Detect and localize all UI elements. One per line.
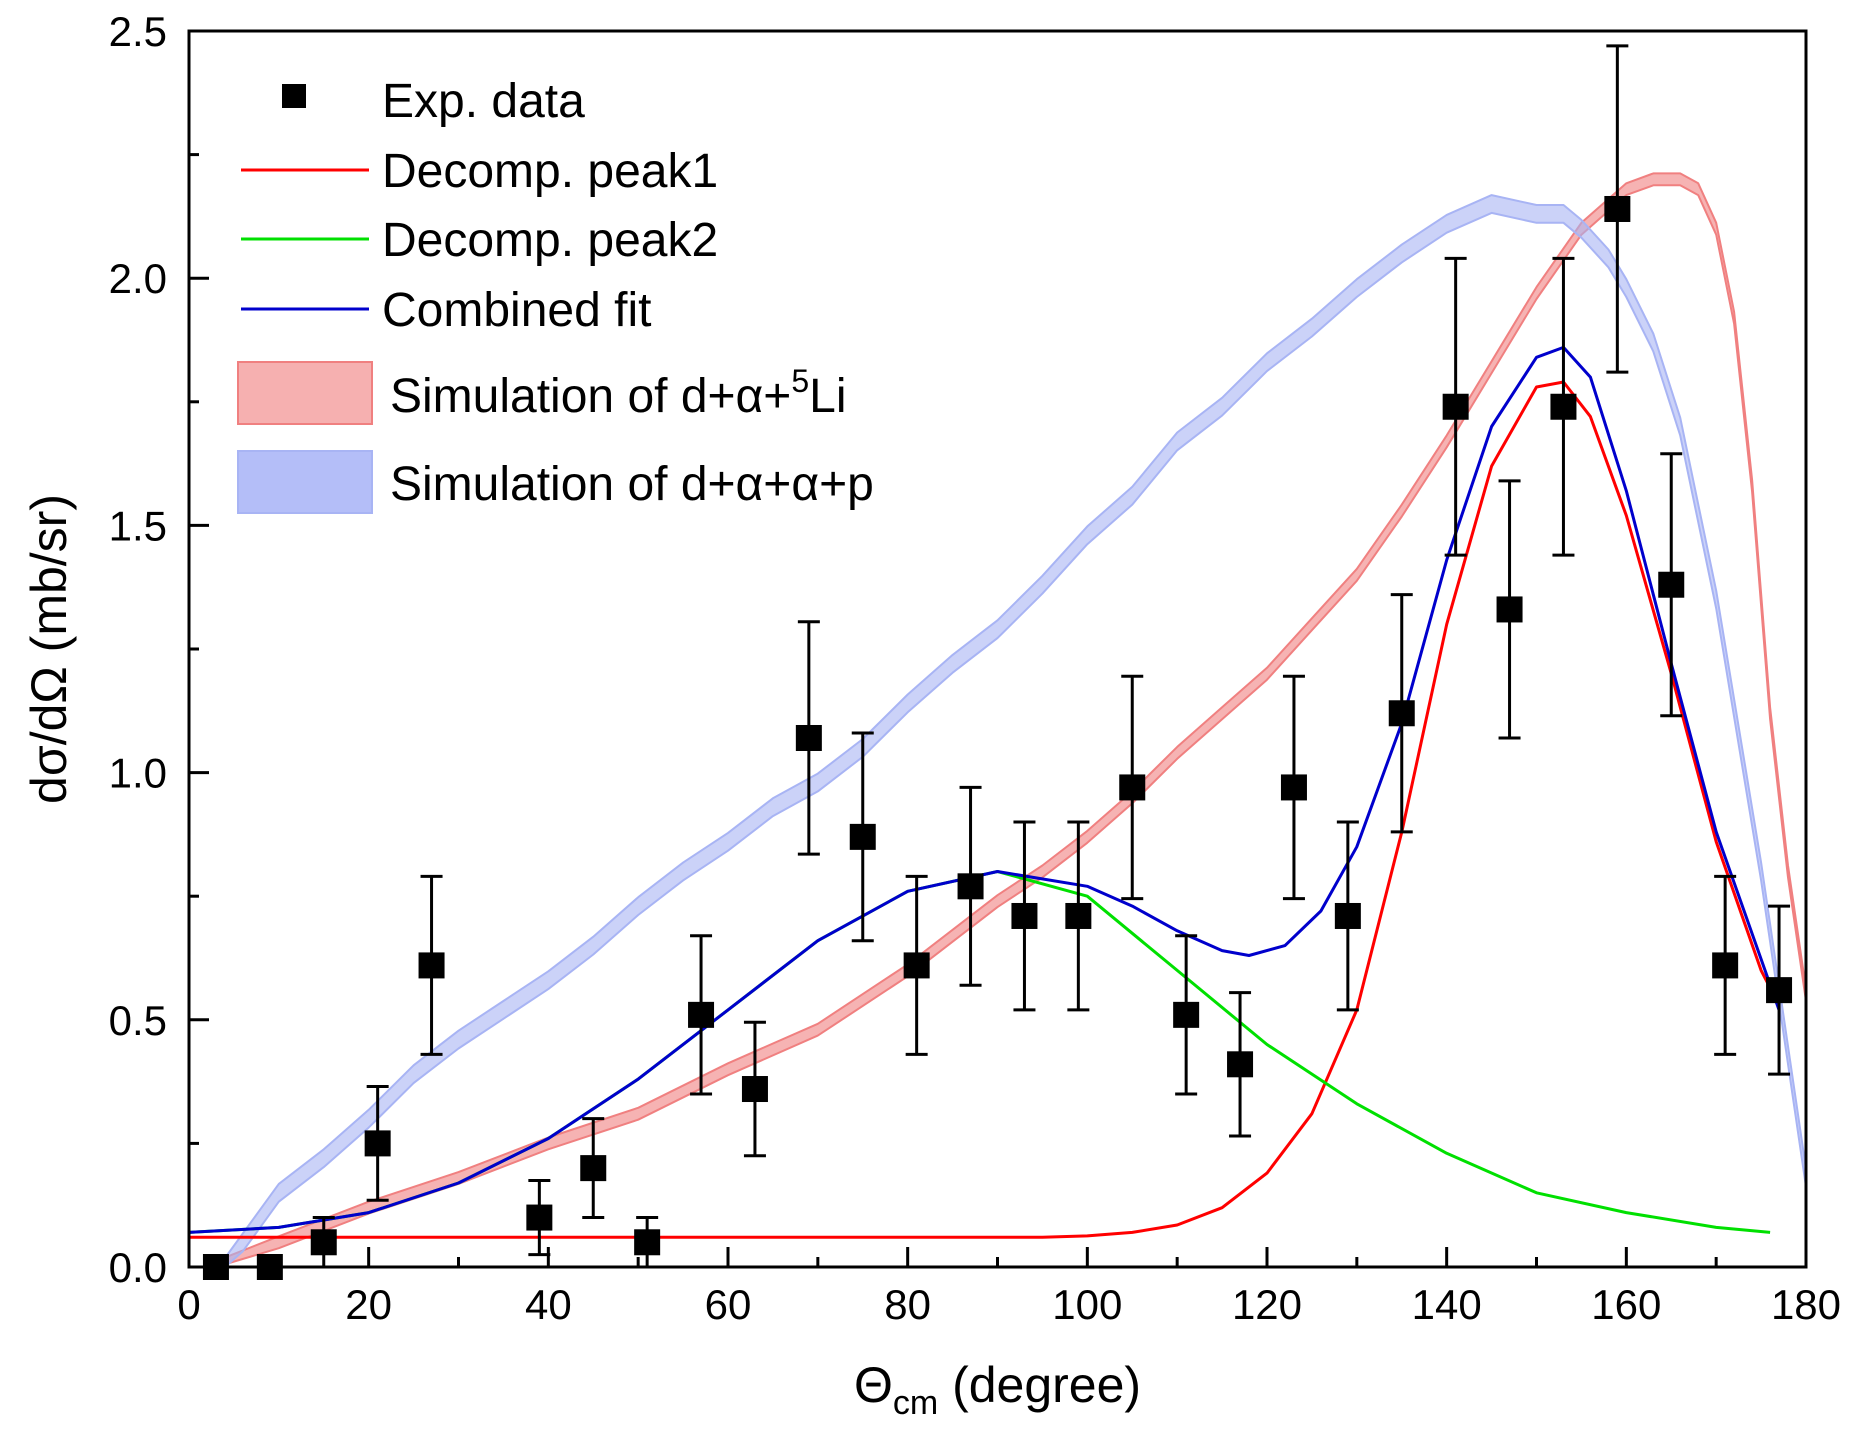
data-point-16: [1119, 774, 1146, 801]
legend: Exp. data Decomp. peak1 Decomp. peak2 Co…: [237, 75, 874, 514]
data-point-10: [795, 724, 822, 751]
legend-label-combined: Combined fit: [382, 284, 651, 337]
data-point-17: [1173, 1001, 1200, 1028]
x-axis-title: Θcm (degree): [854, 1357, 1141, 1422]
series-combined: [188, 345, 1781, 1234]
y-axis-title: dσ/dΩ (mb/sr): [21, 494, 77, 804]
x-tick-label: 120: [1232, 1281, 1302, 1328]
data-point-25: [1604, 195, 1631, 222]
legend-label-peak1: Decomp. peak1: [382, 145, 718, 198]
data-point-23: [1496, 596, 1523, 623]
axes: 0 20 40 60 80 100 120 140 160 180 0.0 0.5 1.0 1.5 2.0 2…: [109, 8, 1841, 1328]
data-point-15: [1065, 902, 1092, 929]
y-tick-label: 0.0: [109, 1244, 167, 1291]
data-point-24: [1550, 393, 1577, 420]
x-tick-label: 20: [345, 1281, 392, 1328]
x-tick-label: 80: [884, 1281, 931, 1328]
fit-curves: [188, 345, 1781, 1239]
x-tick-label: 140: [1412, 1281, 1482, 1328]
data-point-26: [1658, 571, 1685, 598]
data-point-22: [1442, 393, 1469, 420]
legend-label-exp: Exp. data: [382, 75, 585, 128]
data-point-12: [903, 952, 930, 979]
x-tick-label: 100: [1052, 1281, 1122, 1328]
data-point-9: [741, 1076, 768, 1103]
x-tick-label: 160: [1591, 1281, 1661, 1328]
legend-swatch-sim-li: [237, 361, 373, 425]
legend-marker-exp: [282, 84, 306, 108]
data-point-8: [688, 1001, 715, 1028]
data-point-14: [1011, 902, 1038, 929]
x-tick-label: 0: [177, 1281, 200, 1328]
legend-label-sim-li: Simulation of d+α+5Li: [390, 363, 846, 423]
data-point-3: [364, 1130, 391, 1157]
data-point-18: [1227, 1051, 1254, 1078]
legend-label-peak2: Decomp. peak2: [382, 214, 718, 267]
x-axis-title-symbol: Θ: [854, 1357, 893, 1413]
y-tick-label: 2.5: [109, 8, 167, 55]
data-point-5: [526, 1204, 553, 1231]
legend-label-sim-p: Simulation of d+α+α+p: [390, 458, 874, 511]
x-tick-label: 180: [1771, 1281, 1841, 1328]
x-axis-title-unit: (degree): [938, 1357, 1141, 1413]
data-point-11: [849, 823, 876, 850]
x-tick-label: 40: [525, 1281, 572, 1328]
y-tick-label: 1.0: [109, 750, 167, 797]
x-axis-title-subscript: cm: [893, 1384, 938, 1422]
series-peak1: [189, 380, 1781, 1239]
data-point-19: [1280, 774, 1307, 801]
data-point-2: [310, 1229, 337, 1256]
data-point-27: [1712, 952, 1739, 979]
legend-swatch-sim-p: [237, 450, 373, 514]
x-tick-label: 60: [705, 1281, 752, 1328]
y-tick-label: 0.5: [109, 997, 167, 1044]
legend-label-sim-li-suffix: Li: [809, 370, 846, 423]
y-tick-label: 2.0: [109, 255, 167, 302]
data-point-21: [1388, 700, 1415, 727]
y-tick-label: 1.5: [109, 502, 167, 549]
data-point-4: [418, 952, 445, 979]
legend-label-sim-li-superscript: 5: [791, 363, 809, 399]
data-point-7: [634, 1229, 661, 1256]
legend-label-sim-li-prefix: Simulation of d+α+: [390, 370, 791, 423]
data-point-20: [1334, 902, 1361, 929]
data-point-6: [580, 1155, 607, 1182]
data-point-13: [957, 873, 984, 900]
data-point-28: [1766, 977, 1793, 1004]
